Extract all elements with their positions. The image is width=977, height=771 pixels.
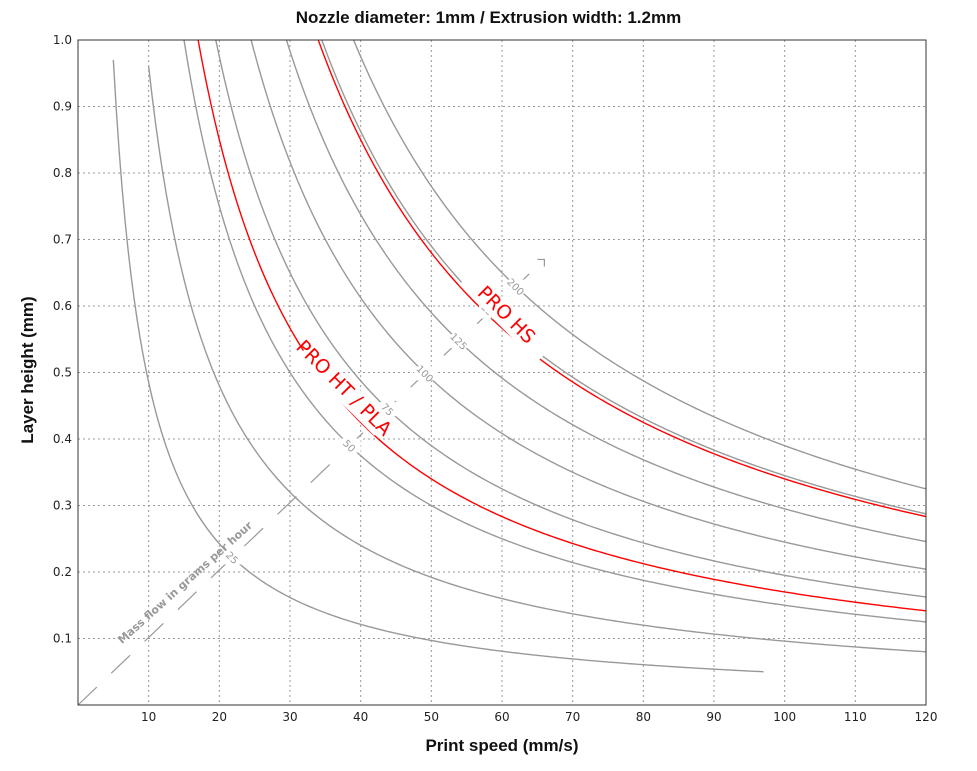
material-label: PRO HT / PLA	[292, 336, 396, 440]
x-tick-label: 30	[282, 710, 297, 724]
flow-curve	[352, 39, 927, 490]
y-tick-label: 0.4	[53, 432, 72, 446]
x-tick-label: 60	[494, 710, 509, 724]
x-tick-label: 70	[565, 710, 580, 724]
mass-flow-arrow-icon	[537, 258, 545, 267]
y-tick-label: 0.9	[53, 100, 72, 114]
contour-label-bg	[414, 366, 437, 381]
mass-flow-axis	[77, 259, 545, 706]
flow-curve	[250, 39, 927, 570]
x-tick-label: 100	[773, 710, 796, 724]
flow-curve	[317, 39, 927, 518]
x-tick-label: 110	[844, 710, 867, 724]
x-tick-label: 40	[353, 710, 368, 724]
y-tick-label: 0.3	[53, 499, 72, 513]
x-tick-label: 50	[424, 710, 439, 724]
y-tick-label: 0.8	[53, 166, 72, 180]
chart-title: Nozzle diameter: 1mm / Extrusion width: …	[295, 8, 682, 27]
flow-curve	[183, 39, 927, 623]
contour-label-bg	[447, 334, 470, 349]
flow-curve	[321, 39, 927, 515]
material-label-bg	[458, 269, 553, 363]
mass-flow-axis-label: Mass flow in grams per hour	[115, 519, 255, 647]
y-tick-label: 1.0	[53, 33, 72, 47]
x-tick-label: 10	[141, 710, 156, 724]
y-tick-label: 0.7	[53, 233, 72, 247]
flow-curve	[197, 39, 927, 612]
y-tick-label: 0.6	[53, 299, 72, 313]
contour-label-bg	[221, 550, 244, 565]
x-tick-label: 20	[212, 710, 227, 724]
material-label-bg	[296, 342, 390, 436]
flow-curve	[215, 39, 927, 598]
y-tick-label: 0.1	[53, 632, 72, 646]
x-tick-label: 80	[636, 710, 651, 724]
plot-frame	[77, 39, 927, 706]
contour-label-bg	[338, 438, 361, 453]
x-axis-label: Print speed (mm/s)	[425, 736, 579, 755]
x-tick-label: 120	[915, 710, 938, 724]
y-tick-label: 0.5	[53, 366, 72, 380]
flow-curve	[147, 66, 927, 653]
contour-label-bg	[505, 279, 528, 294]
x-tick-label: 90	[706, 710, 721, 724]
y-tick-label: 0.2	[53, 565, 72, 579]
flow-curve	[285, 39, 927, 543]
flow-curve	[112, 59, 764, 673]
